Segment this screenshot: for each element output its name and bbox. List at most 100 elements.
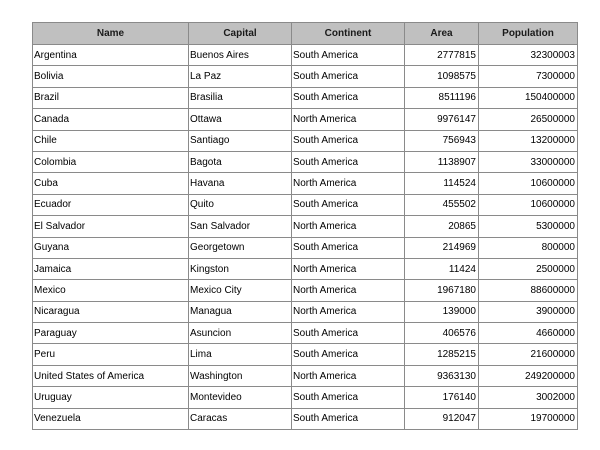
cell-continent: South America (291, 193, 405, 217)
cell-population: 4660000 (478, 322, 578, 345)
cell-area: 1285215 (404, 343, 479, 366)
cell-name: El Salvador (32, 215, 189, 238)
cell-name: Nicaragua (32, 300, 189, 324)
cell-capital: Brasilia (188, 86, 292, 110)
cell-population: 7300000 (478, 65, 578, 88)
cell-area: 2777815 (404, 43, 479, 67)
cell-name: Guyana (32, 236, 189, 259)
table-row: Paraguay Asuncion South America 406576 46600… (32, 322, 578, 345)
table-row: Peru Lima South America 1285215 21600000 (32, 343, 578, 366)
cell-area: 1138907 (404, 150, 479, 174)
table-row: Bolivia La Paz South America 1098575 7300000 (32, 65, 578, 88)
cell-population: 21600000 (478, 343, 578, 366)
cell-area: 9976147 (404, 108, 479, 131)
cell-population: 88600000 (478, 279, 578, 302)
table-row: Ecuador Quito South America 455502 10600000 (32, 193, 578, 217)
cell-name: Brazil (32, 86, 189, 110)
countries-table: Name Capital Continent Area Population A… (32, 22, 578, 431)
cell-capital: Managua (188, 300, 292, 324)
cell-population: 10600000 (478, 193, 578, 217)
cell-capital: Mexico City (188, 279, 292, 302)
cell-population: 249200000 (478, 364, 578, 388)
cell-population: 3900000 (478, 300, 578, 324)
table-row: United States of America Washington North … (32, 364, 578, 388)
cell-capital: Asuncion (188, 322, 292, 345)
cell-area: 176140 (404, 386, 479, 409)
cell-area: 20865 (404, 215, 479, 238)
cell-population: 5300000 (478, 215, 578, 238)
table-row: Guyana Georgetown South America 214969 80000… (32, 236, 578, 259)
cell-continent: North America (291, 257, 405, 281)
cell-name: Argentina (32, 43, 189, 67)
table-row: El Salvador San Salvador North America 2086… (32, 215, 578, 238)
cell-name: Colombia (32, 150, 189, 174)
cell-continent: South America (291, 322, 405, 345)
column-header-continent: Continent (291, 22, 405, 45)
cell-name: Uruguay (32, 386, 189, 409)
cell-name: Mexico (32, 279, 189, 302)
cell-capital: Bagota (188, 150, 292, 174)
cell-population: 13200000 (478, 129, 578, 152)
cell-name: United States of America (32, 364, 189, 388)
cell-population: 150400000 (478, 86, 578, 110)
cell-continent: South America (291, 129, 405, 152)
cell-population: 26500000 (478, 108, 578, 131)
cell-area: 406576 (404, 322, 479, 345)
cell-capital: Buenos Aires (188, 43, 292, 67)
table-row: Argentina Buenos Aires South America 277781… (32, 43, 578, 67)
cell-continent: North America (291, 364, 405, 388)
cell-continent: North America (291, 300, 405, 324)
cell-continent: South America (291, 65, 405, 88)
cell-name: Canada (32, 108, 189, 131)
cell-population: 32300003 (478, 43, 578, 67)
cell-area: 912047 (404, 407, 479, 431)
cell-area: 114524 (404, 172, 479, 195)
table-row: Chile Santiago South America 756943 13200000 (32, 129, 578, 152)
cell-capital: Quito (188, 193, 292, 217)
table-row: Nicaragua Managua North America 139000 39000… (32, 300, 578, 324)
table-body: Argentina Buenos Aires South America 277781… (32, 43, 578, 431)
cell-population: 33000000 (478, 150, 578, 174)
table-row: Brazil Brasilia South America 8511196 150400… (32, 86, 578, 110)
cell-capital: Havana (188, 172, 292, 195)
cell-name: Ecuador (32, 193, 189, 217)
cell-continent: South America (291, 343, 405, 366)
column-header-area: Area (404, 22, 479, 45)
cell-continent: North America (291, 279, 405, 302)
cell-population: 10600000 (478, 172, 578, 195)
table-row: Venezuela Caracas South America 912047 19700… (32, 407, 578, 431)
cell-name: Bolivia (32, 65, 189, 88)
cell-continent: South America (291, 43, 405, 67)
cell-area: 9363130 (404, 364, 479, 388)
cell-capital: La Paz (188, 65, 292, 88)
header-row: Name Capital Continent Area Population (32, 22, 578, 45)
cell-capital: Georgetown (188, 236, 292, 259)
cell-capital: Washington (188, 364, 292, 388)
cell-area: 8511196 (404, 86, 479, 110)
cell-area: 1098575 (404, 65, 479, 88)
table-row: Mexico Mexico City North America 1967180 886… (32, 279, 578, 302)
cell-name: Cuba (32, 172, 189, 195)
cell-name: Peru (32, 343, 189, 366)
cell-capital: Santiago (188, 129, 292, 152)
cell-population: 800000 (478, 236, 578, 259)
column-header-population: Population (478, 22, 578, 45)
column-header-name: Name (32, 22, 189, 45)
cell-capital: San Salvador (188, 215, 292, 238)
cell-area: 214969 (404, 236, 479, 259)
cell-population: 19700000 (478, 407, 578, 431)
cell-capital: Ottawa (188, 108, 292, 131)
cell-continent: South America (291, 407, 405, 431)
cell-area: 139000 (404, 300, 479, 324)
cell-continent: North America (291, 108, 405, 131)
table-row: Canada Ottawa North America 9976147 26500000 (32, 108, 578, 131)
table-row: Uruguay Montevideo South America 176140 3002… (32, 386, 578, 409)
cell-capital: Montevideo (188, 386, 292, 409)
cell-name: Jamaica (32, 257, 189, 281)
cell-capital: Caracas (188, 407, 292, 431)
column-header-capital: Capital (188, 22, 292, 45)
table-row: Jamaica Kingston North America 11424 2500000 (32, 257, 578, 281)
table-row: Colombia Bagota South America 1138907 330000… (32, 150, 578, 174)
cell-area: 11424 (404, 257, 479, 281)
cell-area: 1967180 (404, 279, 479, 302)
